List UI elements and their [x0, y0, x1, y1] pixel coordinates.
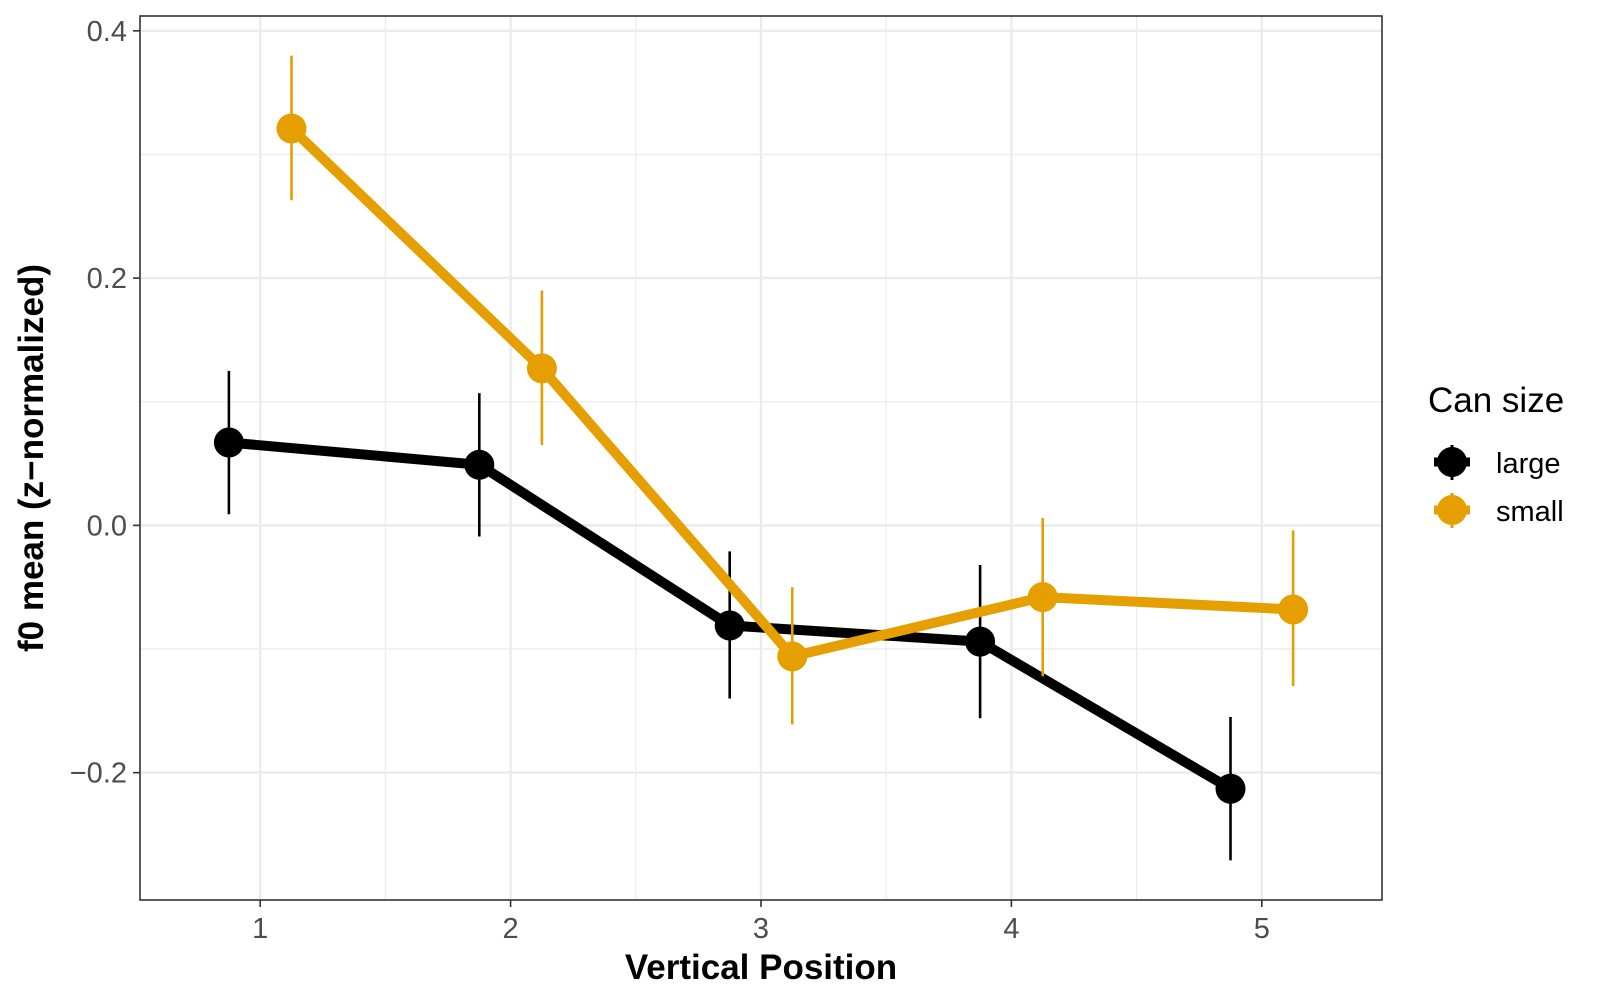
y-tick-label: −0.2	[70, 758, 127, 790]
legend-item-large: large	[1434, 445, 1561, 480]
data-point-small	[777, 641, 808, 672]
data-point-small	[1278, 594, 1309, 625]
y-axis-title: f0 mean (z−normalized)	[12, 264, 51, 652]
data-point-small	[276, 113, 307, 144]
y-tick-label: 0.0	[87, 510, 127, 542]
data-point-large	[1215, 773, 1246, 804]
data-point-large	[464, 449, 495, 480]
x-tick-label: 3	[753, 913, 769, 945]
legend-label-large: large	[1496, 448, 1561, 480]
legend: Can size large small	[1428, 381, 1564, 528]
legend-item-small: small	[1434, 493, 1564, 528]
series-small	[276, 55, 1309, 725]
x-axis-title: Vertical Position	[625, 948, 897, 987]
data-point-large	[213, 427, 244, 458]
data-point-large	[965, 626, 996, 657]
y-tick-label: 0.4	[87, 16, 127, 48]
x-tick-label: 5	[1254, 913, 1270, 945]
series-large	[213, 370, 1246, 861]
x-axis: 1 2 3 4 5	[252, 900, 1270, 945]
y-axis: 0.4 0.2 0.0 −0.2	[70, 16, 140, 790]
x-tick-label: 4	[1003, 913, 1019, 945]
data-point-small	[526, 353, 557, 384]
legend-key-large-point	[1437, 447, 1467, 477]
legend-label-small: small	[1496, 496, 1564, 528]
data-point-large	[714, 610, 745, 641]
y-tick-label: 0.2	[87, 263, 127, 295]
data-point-small	[1027, 582, 1058, 613]
legend-title: Can size	[1428, 381, 1564, 420]
series-layer	[213, 55, 1309, 861]
major-gridlines	[140, 16, 1382, 900]
legend-key-small-point	[1437, 495, 1467, 525]
x-tick-label: 1	[252, 913, 268, 945]
x-tick-label: 2	[503, 913, 519, 945]
